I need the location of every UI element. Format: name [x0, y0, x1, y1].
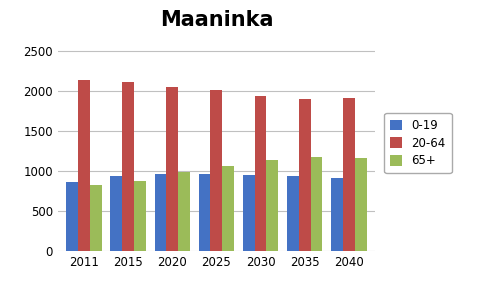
Title: Maaninka: Maaninka [159, 10, 273, 30]
Bar [286, 176, 298, 251]
Bar [178, 172, 190, 251]
Bar [266, 160, 278, 251]
Bar [110, 176, 122, 251]
Legend: 0-19, 20-64, 65+: 0-19, 20-64, 65+ [384, 113, 451, 173]
Bar [90, 185, 102, 251]
Bar [242, 175, 254, 251]
Bar [310, 157, 322, 251]
Bar [66, 181, 78, 251]
Bar [222, 166, 234, 251]
Bar [198, 174, 210, 251]
Bar [154, 174, 166, 251]
Bar [354, 158, 366, 251]
Bar [210, 90, 222, 251]
Bar [330, 177, 342, 251]
Bar [254, 96, 266, 251]
Bar [342, 98, 354, 251]
Bar [78, 80, 90, 251]
Bar [166, 87, 178, 251]
Bar [122, 82, 134, 251]
Bar [134, 181, 146, 251]
Bar [298, 99, 310, 251]
